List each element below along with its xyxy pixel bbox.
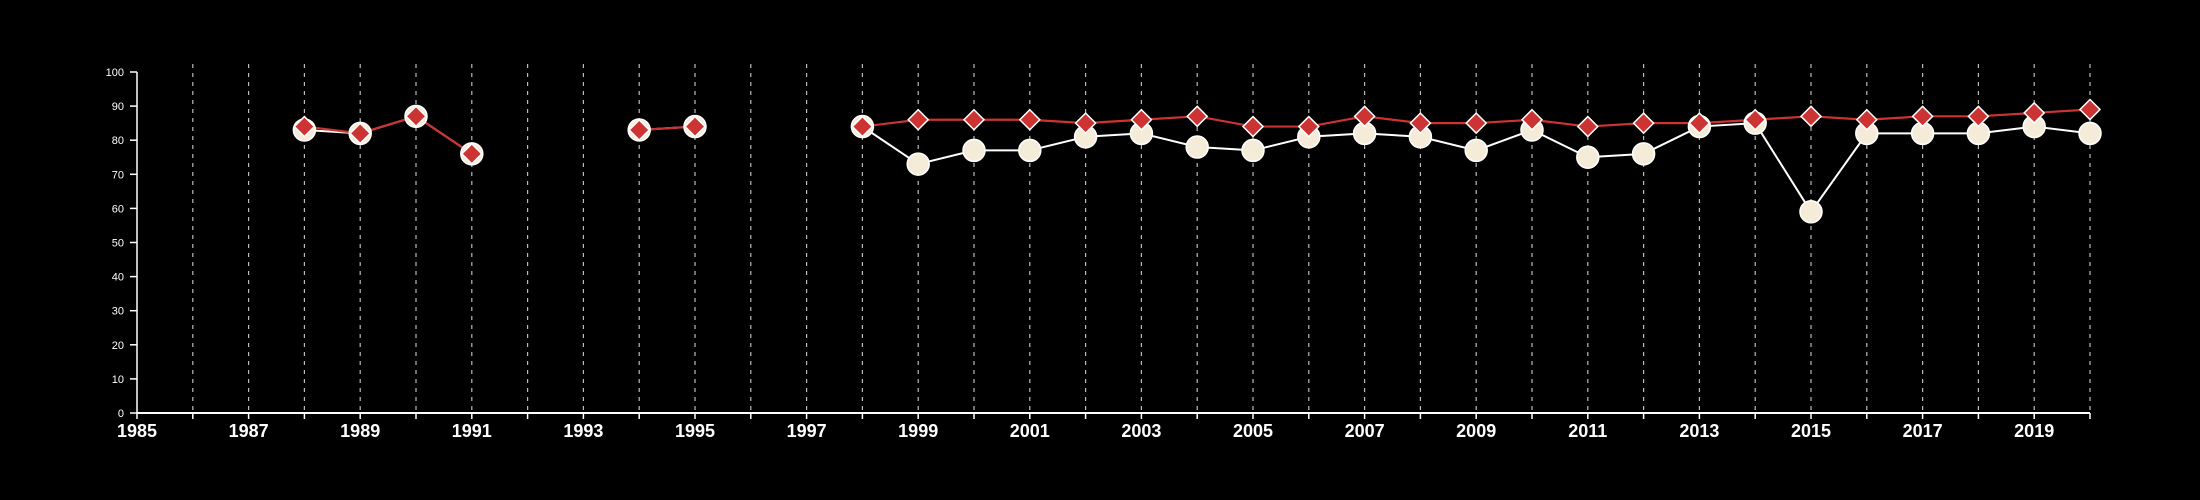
x-tick-label: 2011 — [1568, 421, 1607, 441]
y-tick-label: 80 — [112, 135, 124, 147]
x-tick-label: 1989 — [340, 421, 380, 441]
x-tick-label: 1995 — [675, 421, 715, 441]
diamond-marker — [1744, 108, 1767, 131]
circle-marker — [1631, 142, 1656, 166]
diamond-marker — [1409, 112, 1432, 135]
y-tick-label: 40 — [112, 272, 124, 284]
x-tick-label: 2001 — [1010, 421, 1050, 441]
circle-marker — [1799, 200, 1823, 224]
x-tick-label: 2017 — [1903, 421, 1943, 441]
y-tick-label: 100 — [106, 67, 124, 79]
circle-marker — [2078, 121, 2102, 146]
y-tick-label: 30 — [112, 306, 124, 318]
x-tick-label: 2013 — [1679, 421, 1719, 441]
x-tick-label: 2003 — [1121, 421, 1161, 441]
diamond-marker — [1465, 112, 1488, 135]
diamond-marker — [1186, 105, 1209, 128]
series-markers — [292, 98, 2102, 224]
diamond-marker — [683, 115, 707, 138]
y-tick-label: 0 — [118, 408, 124, 420]
circle-marker — [1241, 138, 1265, 163]
diamond-marker — [851, 115, 874, 138]
y-tick-label: 90 — [112, 101, 124, 113]
tick-labels: 0 10 20 30 40 50 60 70 80 90 100 1985 1987 1989 1991 19… — [106, 67, 2055, 441]
x-tick-label: 2019 — [2014, 421, 2054, 441]
circle-marker — [1185, 135, 1209, 159]
y-tick-label: 60 — [112, 203, 124, 215]
diamond-series-line — [304, 115, 473, 155]
circle-marker — [1464, 138, 1488, 163]
diamond-marker — [1632, 112, 1655, 135]
diamond-marker — [404, 105, 428, 128]
circle-marker — [1018, 138, 1042, 163]
axes — [130, 71, 2091, 419]
grid-lines — [192, 64, 2091, 413]
x-tick-label: 2009 — [1456, 421, 1496, 441]
x-tick-label: 2015 — [1791, 421, 1831, 441]
diamond-marker — [907, 108, 930, 131]
x-tick-label: 1997 — [787, 421, 827, 441]
diamond-marker — [2078, 98, 2102, 121]
diamond-marker — [1074, 112, 1097, 135]
diamond-marker — [1130, 108, 1153, 131]
y-tick-label: 10 — [112, 374, 124, 386]
diamond-marker — [1576, 115, 1599, 138]
diamond-marker — [2023, 101, 2046, 124]
diamond-marker — [1688, 112, 1711, 135]
x-tick-label: 2007 — [1345, 421, 1385, 441]
diamond-marker — [628, 118, 651, 142]
diamond-marker — [1353, 105, 1376, 128]
x-tick-label: 2005 — [1233, 421, 1273, 441]
diamond-marker — [349, 122, 372, 145]
circle-marker — [1576, 145, 1600, 169]
diamond-marker — [1911, 105, 1934, 128]
circle-series-line — [304, 115, 473, 155]
x-tick-label: 1987 — [229, 421, 269, 441]
diamond-marker — [1967, 105, 1990, 128]
diamond-marker — [1520, 108, 1544, 131]
diamond-marker — [1799, 105, 1823, 128]
x-tick-label: 1993 — [563, 421, 603, 441]
diamond-marker — [1297, 115, 1320, 138]
x-tick-label: 1999 — [898, 421, 938, 441]
diamond-marker — [1018, 108, 1041, 131]
diamond-marker — [962, 108, 986, 131]
diamond-marker — [293, 115, 316, 138]
circle-marker — [962, 138, 986, 163]
y-tick-label: 70 — [112, 169, 124, 181]
y-tick-label: 20 — [112, 340, 124, 352]
x-tick-label: 1991 — [452, 421, 492, 441]
circle-marker — [906, 152, 930, 176]
diamond-marker — [1855, 108, 1878, 131]
y-tick-label: 50 — [112, 238, 124, 250]
x-tick-label: 1985 — [117, 421, 157, 441]
diamond-marker — [1241, 115, 1265, 138]
diamond-marker — [460, 142, 483, 165]
